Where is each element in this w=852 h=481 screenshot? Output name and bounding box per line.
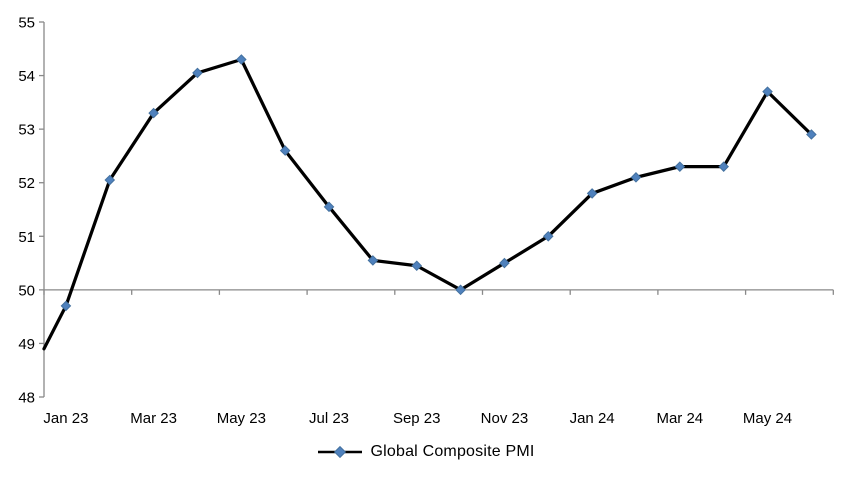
y-tick-label: 48 (18, 390, 35, 407)
y-tick-label: 51 (18, 229, 35, 246)
data-point-marker (148, 107, 159, 119)
x-tick-label: May 24 (743, 410, 792, 427)
data-point-marker (411, 260, 423, 272)
y-tick-label: 55 (18, 15, 35, 32)
x-tick-label: Sep 23 (393, 410, 441, 427)
data-point-marker (236, 54, 247, 65)
data-point-marker (674, 161, 686, 172)
data-point-marker (806, 129, 817, 140)
y-tick-label: 49 (18, 336, 35, 353)
legend: Global Composite PMI (0, 443, 852, 461)
pmi-series-line (42, 57, 813, 351)
data-point-marker (630, 172, 642, 183)
x-tick-label: Jan 24 (570, 410, 615, 427)
x-tick-label: Mar 24 (656, 410, 703, 427)
x-tick-label: Mar 23 (130, 410, 177, 427)
data-point-marker (192, 67, 203, 79)
x-tick-label: Jul 23 (309, 410, 349, 427)
data-point-marker (762, 86, 773, 97)
y-tick-label: 50 (18, 282, 35, 299)
data-point-marker (586, 188, 598, 199)
data-point-marker (455, 284, 466, 296)
data-point-marker (718, 161, 729, 172)
data-point-marker (104, 174, 116, 186)
data-point-marker (542, 230, 554, 242)
legend-line-marker-icon (318, 445, 363, 459)
legend-label: Global Composite PMI (370, 443, 535, 460)
y-tick-label: 54 (18, 68, 35, 85)
data-point-marker (367, 255, 379, 266)
data-point-marker (499, 257, 510, 269)
x-tick-label: May 23 (217, 410, 266, 427)
y-tick-label: 53 (18, 122, 35, 139)
y-tick-label: 52 (18, 175, 35, 192)
data-point-marker (279, 145, 291, 156)
x-tick-label: Nov 23 (481, 410, 529, 427)
x-tick-label: Jan 23 (43, 410, 88, 427)
data-point-marker (60, 300, 72, 312)
data-point-marker (323, 201, 335, 213)
